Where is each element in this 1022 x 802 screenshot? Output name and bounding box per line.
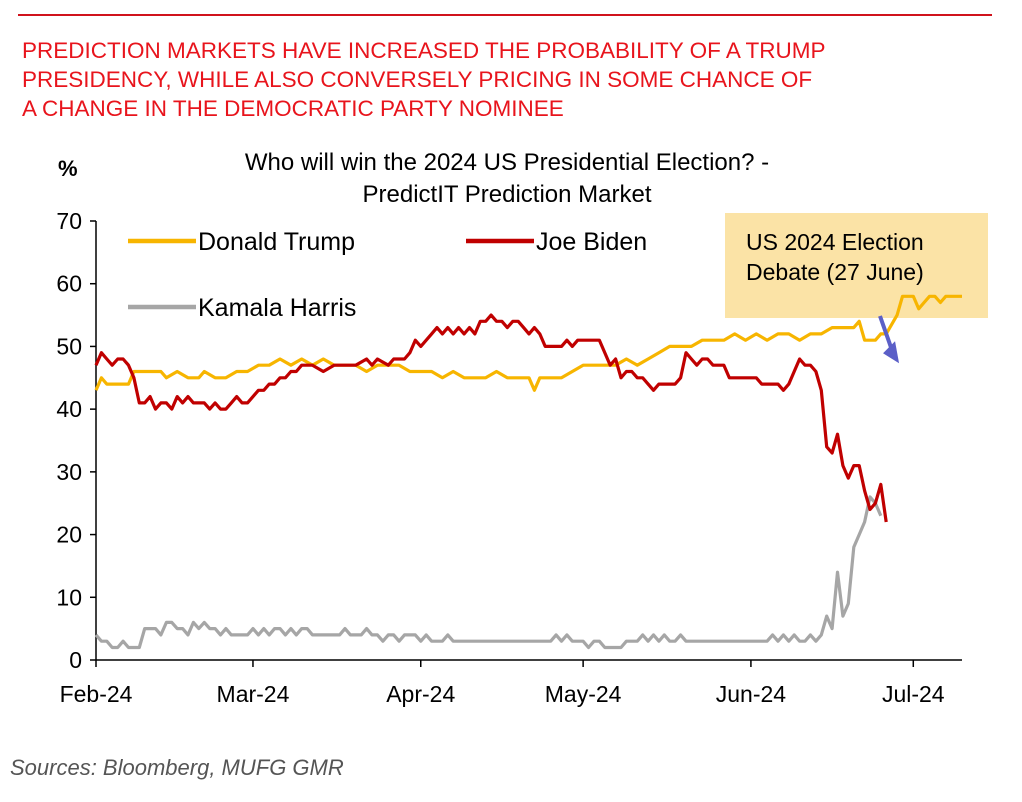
y-axis-unit-label: % [58,156,78,181]
chart-title-line-2: PredictIT Prediction Market [363,181,652,208]
legend: Donald Trump Joe Biden Kamala Harris [128,228,647,322]
headline: PREDICTION MARKETS HAVE INCREASED THE PR… [22,36,1002,123]
annotation-line-1: US 2024 Election [746,229,924,255]
annotation-line-2: Debate (27 June) [746,259,924,285]
legend-label-biden: Joe Biden [536,228,647,256]
y-tick-label: 40 [56,396,82,422]
series-layer [94,294,962,650]
annotation-box: US 2024 Election Debate (27 June) [725,213,988,318]
x-tick-label: Apr-24 [386,681,455,707]
series-line-trump [94,294,962,392]
y-tick-label: 70 [56,208,82,234]
headline-line-1: PREDICTION MARKETS HAVE INCREASED THE PR… [22,38,826,63]
legend-label-trump: Donald Trump [198,228,355,256]
y-tick-label: 10 [56,584,82,610]
headline-line-3: A CHANGE IN THE DEMOCRATIC PARTY NOMINEE [22,96,564,121]
x-tick-label: Feb-24 [60,681,133,707]
x-tick-label: Mar-24 [217,681,290,707]
legend-label-harris: Kamala Harris [198,294,356,322]
y-tick-label: 0 [69,647,82,673]
top-rule [18,14,992,16]
y-tick-label: 20 [56,522,82,548]
annotation-arrow-head [883,341,900,364]
x-tick-label: Jul-24 [882,681,945,707]
x-tick-label: May-24 [545,681,622,707]
y-tick-label: 30 [56,459,82,485]
series-line-biden [94,313,888,523]
axes: 0 10 20 30 40 50 60 70 Feb-24 Mar-24 Apr-24 May-24 J… [56,208,962,707]
election-probability-chart: % Who will win the 2024 US Presidential … [56,149,988,707]
source-note: Sources: Bloomberg, MUFG GMR [10,755,344,780]
headline-line-2: PRESIDENCY, WHILE ALSO CONVERSELY PRICIN… [22,67,813,92]
chart-title-line-1: Who will win the 2024 US Presidential El… [245,149,769,176]
y-tick-label: 60 [56,271,82,297]
arrow-layer [878,315,900,364]
series-line-harris [94,495,883,650]
x-tick-label: Jun-24 [716,681,787,707]
y-tick-label: 50 [56,333,82,359]
